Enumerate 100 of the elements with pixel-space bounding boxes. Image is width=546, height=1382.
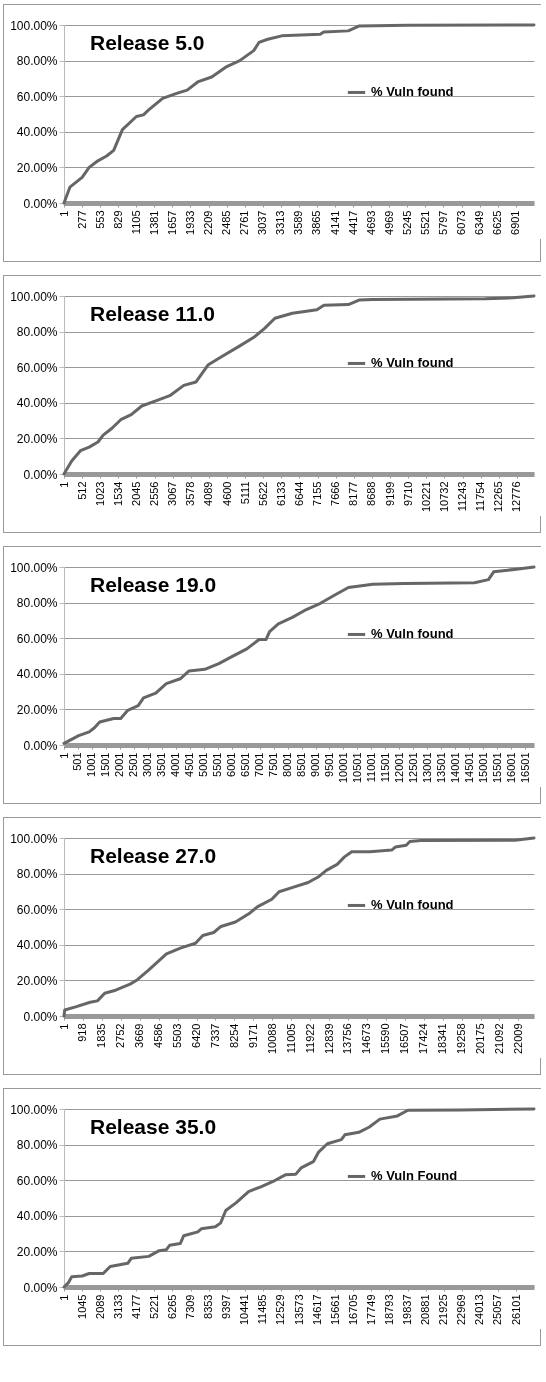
- x-tick-label: 1: [57, 481, 70, 488]
- y-tick-label: 100.00%: [10, 1102, 58, 1117]
- x-tick-label: 9171: [246, 1023, 259, 1048]
- x-tick-label: 14673: [360, 1023, 373, 1055]
- x-tick-label: 26101: [509, 1294, 522, 1326]
- x-tick-label: 5245: [400, 210, 413, 235]
- x-tick-label: 20881: [419, 1294, 432, 1326]
- x-tick-label: 11485: [256, 1294, 269, 1325]
- x-tick-label: 277: [75, 210, 88, 229]
- chart-title: Release 19.0: [90, 573, 217, 596]
- x-tick-label: 17749: [364, 1294, 377, 1326]
- x-tick-label: 1: [57, 210, 70, 217]
- x-tick-label: 12839: [322, 1023, 335, 1055]
- y-tick-label: 0.00%: [23, 467, 58, 482]
- x-tick-label: 5001: [197, 752, 210, 777]
- y-tick-label: 60.00%: [16, 89, 58, 104]
- x-tick-label: 4693: [364, 210, 377, 235]
- x-tick-label: 14617: [310, 1294, 323, 1326]
- x-tick-label: 11001: [364, 752, 377, 783]
- x-tick-label: 5503: [171, 1023, 184, 1048]
- y-tick-label: 60.00%: [16, 360, 58, 375]
- x-tick-label: 7501: [267, 752, 280, 777]
- x-tick-label: 4417: [346, 210, 359, 235]
- x-tick-label: 19258: [455, 1023, 468, 1055]
- x-tick-label: 8688: [365, 481, 378, 506]
- x-tick-label: 7155: [311, 481, 324, 506]
- x-tick-label: 15661: [328, 1294, 341, 1326]
- x-tick-label: 2485: [220, 210, 233, 235]
- x-tick-label: 7337: [208, 1023, 221, 1048]
- x-tick-label: 5622: [256, 481, 269, 506]
- x-tick-label: 553: [93, 210, 106, 229]
- x-tick-label: 1045: [75, 1294, 88, 1319]
- x-tick-label: 9199: [383, 481, 396, 506]
- x-tick-label: 15501: [490, 752, 503, 784]
- x-tick-label: 10001: [336, 752, 349, 784]
- x-tick-label: 21092: [492, 1023, 505, 1055]
- x-tick-label: 22009: [511, 1023, 524, 1055]
- x-tick-label: 3669: [133, 1023, 146, 1048]
- y-tick-label: 40.00%: [16, 125, 58, 140]
- y-tick-label: 100.00%: [10, 18, 58, 33]
- x-tick-label: 7309: [184, 1294, 197, 1319]
- x-tick-label: 10732: [437, 481, 450, 513]
- x-tick-label: 13756: [341, 1023, 354, 1055]
- y-tick-label: 0.00%: [23, 738, 58, 753]
- x-tick-label: 12529: [274, 1294, 287, 1326]
- y-tick-label: 80.00%: [16, 54, 58, 69]
- x-tick-label: 6901: [509, 210, 522, 235]
- y-tick-label: 0.00%: [23, 1280, 58, 1295]
- y-tick-label: 20.00%: [16, 702, 58, 717]
- x-tick-label: 16501: [518, 752, 531, 784]
- line-series: [62, 565, 536, 745]
- x-tick-label: 13501: [434, 752, 447, 784]
- x-tick-label: 1: [57, 1294, 70, 1301]
- x-tick-label: 918: [76, 1023, 89, 1042]
- x-tick-label: 9001: [309, 752, 321, 777]
- x-tick-label: 1: [57, 752, 70, 759]
- x-tick-label: 14001: [448, 752, 461, 784]
- y-tick-label: 80.00%: [16, 596, 58, 611]
- legend-label: % Vuln Found: [371, 1168, 458, 1184]
- y-tick-label: 0.00%: [23, 196, 58, 211]
- x-tick-label: 8353: [202, 1294, 215, 1319]
- x-tick-label: 4969: [382, 210, 395, 235]
- x-tick-label: 12501: [406, 752, 419, 784]
- y-tick-label: 60.00%: [16, 631, 58, 646]
- x-tick-label: 12776: [510, 481, 523, 513]
- line-series: [62, 836, 536, 1018]
- x-tick-label: 1501: [99, 752, 112, 777]
- x-tick-label: 4586: [152, 1023, 165, 1048]
- legend-label: % Vuln found: [371, 355, 454, 371]
- x-tick-label: 10501: [350, 752, 363, 784]
- x-tick-label: 11005: [284, 1023, 297, 1054]
- x-tick-label: 6644: [292, 481, 305, 506]
- y-tick-label: 100.00%: [10, 831, 58, 846]
- x-tick-label: 2209: [202, 210, 215, 235]
- x-tick-label: 2761: [238, 210, 251, 235]
- x-tick-label: 1835: [95, 1023, 108, 1048]
- x-tick-label: 11243: [456, 481, 468, 512]
- x-tick-label: 3067: [166, 481, 179, 506]
- x-tick-label: 2045: [129, 481, 142, 506]
- x-tick-label: 10441: [238, 1294, 251, 1326]
- y-tick-label: 60.00%: [16, 902, 58, 917]
- y-tick-label: 0.00%: [23, 1009, 58, 1024]
- x-tick-label: 4501: [183, 752, 196, 777]
- x-tick-label: 5797: [436, 210, 449, 235]
- y-tick-label: 80.00%: [16, 867, 58, 882]
- x-tick-label: 13001: [420, 752, 433, 784]
- legend-label: % Vuln found: [371, 897, 454, 913]
- x-tick-label: 512: [75, 481, 88, 500]
- x-tick-label: 7001: [253, 752, 266, 777]
- x-tick-label: 18793: [382, 1294, 395, 1326]
- x-tick-label: 8001: [281, 752, 294, 777]
- x-tick-label: 2001: [113, 752, 126, 777]
- line-series: [62, 1107, 536, 1289]
- line-series: [62, 23, 536, 205]
- x-tick-label: 4089: [202, 481, 215, 506]
- y-tick-label: 40.00%: [16, 667, 58, 682]
- x-tick-label: 1023: [93, 481, 106, 506]
- x-tick-label: 1001: [85, 752, 98, 777]
- x-tick-label: 15590: [379, 1023, 392, 1055]
- chart-title: Release 27.0: [90, 844, 217, 867]
